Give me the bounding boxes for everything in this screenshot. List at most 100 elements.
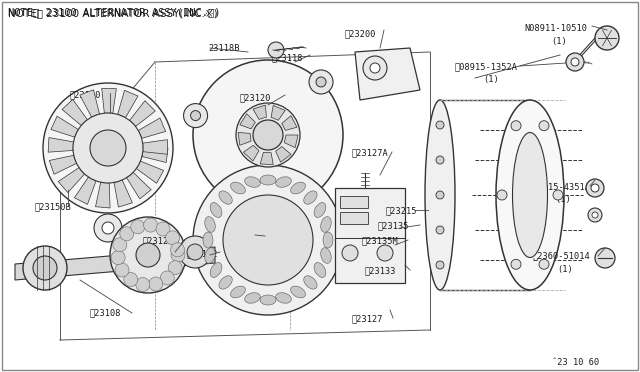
Circle shape <box>148 277 163 291</box>
Ellipse shape <box>291 286 305 298</box>
Text: ␣2360-51014: ␣2360-51014 <box>532 252 589 261</box>
Text: (1): (1) <box>483 75 499 84</box>
Text: ※23135M: ※23135M <box>362 236 399 245</box>
Circle shape <box>377 245 393 261</box>
Circle shape <box>592 212 598 218</box>
Text: ※23120M: ※23120M <box>143 236 180 245</box>
Circle shape <box>370 63 380 73</box>
Polygon shape <box>260 153 273 164</box>
Polygon shape <box>58 167 84 193</box>
Circle shape <box>33 256 57 280</box>
Circle shape <box>436 156 444 164</box>
Circle shape <box>191 110 200 121</box>
Ellipse shape <box>230 286 245 298</box>
Circle shape <box>136 278 150 292</box>
Ellipse shape <box>260 295 276 305</box>
Polygon shape <box>282 116 297 130</box>
Polygon shape <box>243 145 259 161</box>
Circle shape <box>588 208 602 222</box>
Polygon shape <box>127 172 151 199</box>
Ellipse shape <box>203 232 213 248</box>
Polygon shape <box>95 182 110 208</box>
Polygon shape <box>114 180 132 207</box>
Circle shape <box>436 191 444 199</box>
Polygon shape <box>48 138 74 152</box>
Circle shape <box>497 190 507 200</box>
Text: ※23200: ※23200 <box>345 29 376 38</box>
Text: Ⓦ08915-4351A: Ⓦ08915-4351A <box>528 182 591 191</box>
Ellipse shape <box>205 217 215 232</box>
Circle shape <box>184 103 207 128</box>
Ellipse shape <box>230 182 245 194</box>
Circle shape <box>73 113 143 183</box>
Ellipse shape <box>314 203 326 217</box>
Circle shape <box>571 58 579 66</box>
Circle shape <box>168 261 182 275</box>
Bar <box>335 188 405 283</box>
Polygon shape <box>355 48 420 100</box>
Text: Ⓦ08915-1352A: Ⓦ08915-1352A <box>455 62 518 71</box>
Circle shape <box>511 259 521 269</box>
Text: ※23118: ※23118 <box>272 53 303 62</box>
Ellipse shape <box>304 276 317 289</box>
Circle shape <box>436 261 444 269</box>
Text: (1): (1) <box>555 195 571 204</box>
Text: ※23127: ※23127 <box>352 314 383 323</box>
Ellipse shape <box>219 191 232 204</box>
Text: ※23230: ※23230 <box>225 232 257 241</box>
Ellipse shape <box>219 276 232 289</box>
Ellipse shape <box>210 263 222 278</box>
Polygon shape <box>102 88 116 113</box>
Text: NOTE、 23100 ALTERNATOR ASSY(INC.※): NOTE、 23100 ALTERNATOR ASSY(INC.※) <box>8 8 218 18</box>
Circle shape <box>223 195 313 285</box>
Polygon shape <box>129 101 156 126</box>
Ellipse shape <box>276 293 291 303</box>
Circle shape <box>591 184 599 192</box>
Circle shape <box>363 56 387 80</box>
Circle shape <box>539 121 549 131</box>
Polygon shape <box>271 105 285 120</box>
Circle shape <box>342 245 358 261</box>
Circle shape <box>102 222 114 234</box>
Ellipse shape <box>244 177 260 187</box>
Circle shape <box>566 53 584 71</box>
Ellipse shape <box>321 248 332 263</box>
Polygon shape <box>276 147 291 162</box>
Circle shape <box>282 202 292 212</box>
Text: ※23102: ※23102 <box>187 249 218 258</box>
Ellipse shape <box>205 248 215 263</box>
Circle shape <box>236 103 300 167</box>
Polygon shape <box>253 105 266 119</box>
Text: ※23120: ※23120 <box>240 93 271 102</box>
Ellipse shape <box>260 175 276 185</box>
Ellipse shape <box>276 177 291 187</box>
Circle shape <box>539 259 549 269</box>
Circle shape <box>436 226 444 234</box>
Circle shape <box>94 214 122 242</box>
Ellipse shape <box>323 232 333 248</box>
Circle shape <box>268 42 284 58</box>
Ellipse shape <box>425 100 455 290</box>
Bar <box>340 196 368 208</box>
Circle shape <box>110 217 186 293</box>
Polygon shape <box>138 118 166 138</box>
Circle shape <box>275 195 300 219</box>
Circle shape <box>111 251 125 264</box>
Circle shape <box>193 165 343 315</box>
Polygon shape <box>62 99 88 125</box>
Circle shape <box>90 130 126 166</box>
Text: ※23150B: ※23150B <box>35 202 72 211</box>
Circle shape <box>124 273 138 286</box>
Circle shape <box>120 227 134 241</box>
Ellipse shape <box>321 217 332 232</box>
Polygon shape <box>142 148 168 163</box>
Polygon shape <box>240 114 255 129</box>
Text: ※23215: ※23215 <box>386 206 417 215</box>
Polygon shape <box>118 90 138 118</box>
Circle shape <box>160 271 174 285</box>
Circle shape <box>316 77 326 87</box>
Text: ˆ23 10 60: ˆ23 10 60 <box>552 358 599 367</box>
Text: NOTE、 23100 ALTERNATOR ASSY(INC.※): NOTE、 23100 ALTERNATOR ASSY(INC.※) <box>8 7 221 17</box>
Text: ※23108: ※23108 <box>90 308 122 317</box>
Circle shape <box>43 83 173 213</box>
